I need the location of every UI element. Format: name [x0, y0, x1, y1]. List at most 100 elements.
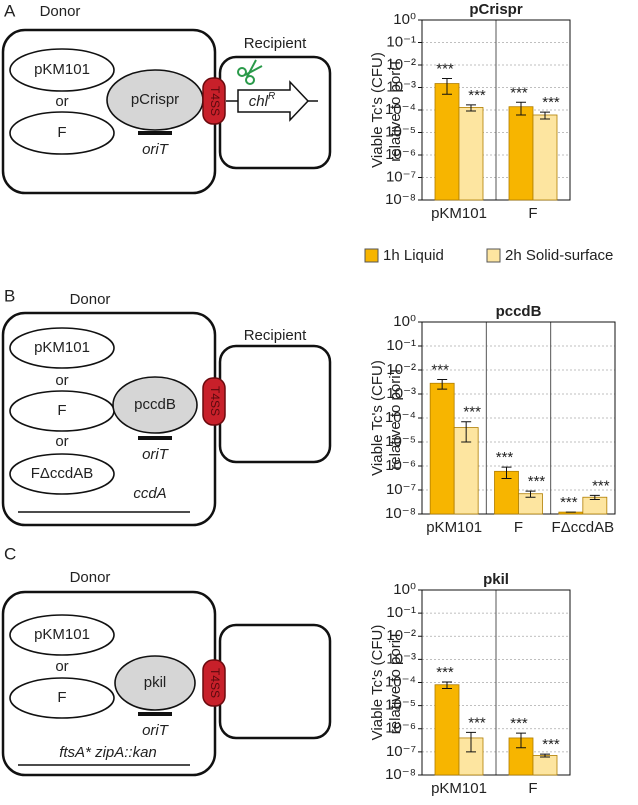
significance: ***: [436, 61, 454, 78]
legend-label: 2h Solid-surface: [505, 247, 613, 264]
panel-letter: A: [4, 1, 16, 20]
x-tick-label: F: [514, 519, 523, 536]
cargo-label: pccdB: [134, 396, 176, 413]
error-bar: [442, 78, 452, 95]
y-axis-label: relative to poriT: [387, 631, 404, 734]
significance: ***: [468, 714, 486, 731]
y-tick-label: 10⁻⁷: [386, 168, 416, 185]
error-bar: [540, 111, 550, 120]
t4ss-label: T4SS: [208, 668, 222, 698]
y-tick-label: 10⁻²: [386, 627, 416, 644]
gene-sup: R: [268, 91, 275, 102]
x-tick-label: pKM101: [431, 780, 487, 797]
t4ss: [202, 77, 226, 125]
error-bar: [466, 104, 476, 112]
y-tick-label: 10⁻⁵: [385, 433, 416, 450]
orit-label: oriT: [142, 141, 170, 158]
orit-label: oriT: [142, 722, 170, 739]
y-tick-label: 10⁻¹: [386, 337, 416, 354]
legend-label: 1h Liquid: [383, 247, 444, 264]
recipient-label: Recipient: [244, 327, 307, 344]
plasmid: [9, 48, 115, 92]
significance: ***: [468, 87, 486, 104]
y-tick-label: 10⁻³: [386, 78, 416, 95]
bar: [434, 83, 460, 201]
plasmid-label: F: [57, 124, 66, 141]
error-bar: [437, 379, 448, 390]
donor-label: Donor: [40, 3, 81, 20]
y-tick-label: 10⁻¹: [386, 604, 416, 621]
plasmid: [9, 453, 115, 495]
bar: [532, 114, 558, 201]
plot-frame: [421, 589, 571, 776]
y-tick-label: 10⁻⁸: [385, 766, 416, 783]
y-tick-label: 10⁻⁶: [385, 720, 416, 737]
significance: ***: [510, 84, 528, 101]
bar: [532, 755, 558, 776]
significance: ***: [463, 404, 481, 421]
y-tick-label: 10⁻⁶: [385, 457, 416, 474]
y-tick-label: 10⁻⁸: [385, 505, 416, 522]
y-tick-label: 10⁻⁴: [385, 101, 416, 118]
significance: ***: [560, 494, 578, 511]
x-tick-label: F: [528, 780, 537, 797]
chromosome-label: ccdA: [133, 485, 166, 502]
plasmid-label: pKM101: [34, 61, 90, 78]
chart-title: pkil: [483, 571, 509, 588]
orit-label: oriT: [142, 446, 170, 463]
y-tick-label: 10⁻⁵: [385, 697, 416, 714]
chart-title: pccdB: [496, 303, 542, 320]
x-tick-label: pKM101: [431, 205, 487, 222]
or-label: or: [55, 372, 68, 389]
error-bar: [589, 494, 600, 501]
cargo-label: pCrispr: [131, 91, 179, 108]
plot-frame: [421, 19, 571, 201]
y-axis-label: Viable Tc's (CFU): [369, 52, 386, 168]
y-tick-label: 10⁻⁴: [385, 673, 416, 690]
y-tick-label: 10⁻⁷: [386, 743, 416, 760]
legend-swatch: [486, 248, 501, 263]
gene-name: chl: [249, 93, 269, 110]
y-tick-label: 10⁻¹: [386, 33, 416, 50]
error-bar: [516, 732, 526, 749]
bar: [429, 382, 455, 515]
error-bar: [540, 753, 550, 758]
t4ss: [202, 659, 226, 707]
x-tick-label: F: [528, 205, 537, 222]
error-bar: [466, 731, 476, 753]
error-bar: [516, 101, 526, 116]
recipient-cell: [218, 344, 332, 464]
y-tick-label: 10⁻⁵: [385, 123, 416, 140]
y-tick-label: 10⁻³: [386, 650, 416, 667]
significance: ***: [496, 449, 514, 466]
y-tick-label: 10⁻³: [386, 385, 416, 402]
significance: ***: [542, 94, 560, 111]
cargo-plasmid: [112, 376, 198, 434]
bar: [458, 107, 484, 201]
plasmid: [9, 111, 115, 155]
plasmid: [9, 677, 115, 719]
y-tick-label: 10⁻⁷: [386, 481, 416, 498]
t4ss-label: T4SS: [208, 386, 222, 416]
plasmid-label: pKM101: [34, 339, 90, 356]
bar: [434, 684, 460, 776]
significance: ***: [528, 473, 546, 490]
diagram-c: C Donor pKM101 or F pkil oriT T4SS ftsA*…: [1, 544, 332, 777]
t4ss-label: T4SS: [208, 86, 222, 116]
x-tick-label: pKM101: [426, 519, 482, 536]
or-label: or: [55, 93, 68, 110]
recipient-label: Recipient: [244, 35, 307, 52]
bar-chart: pCrispr Viable Tc's (CFU) relative to pori…: [364, 1, 613, 264]
plasmid: [9, 614, 115, 656]
gene-arrow: [237, 80, 310, 122]
x-tick-label: FΔccdAB: [552, 519, 615, 536]
cargo-plasmid: [114, 655, 196, 711]
plasmid: [9, 327, 115, 369]
diagram-a: A Donor Recipient pKM101 or F pCrispr or…: [1, 1, 332, 195]
scissors: [237, 59, 263, 85]
legend-swatch: [364, 248, 379, 263]
y-axis-label: relative to poriT: [387, 366, 404, 469]
